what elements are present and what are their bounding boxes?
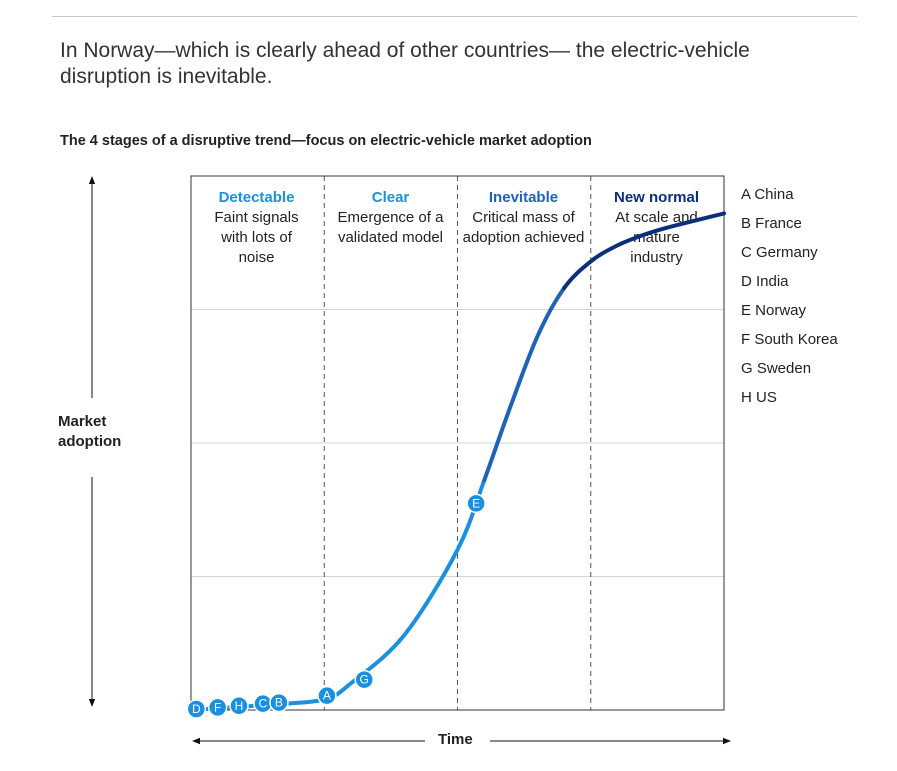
stage-clear: Clear Emergence of a validated model [325,188,456,248]
marker-dot [229,696,249,716]
stage-description: Emergence of a validated model [337,209,444,246]
legend-entry: D India [741,273,789,290]
legend-entry: B France [741,215,802,232]
stage-description: Faint signals with lots of noise [214,209,299,266]
marker-dot [207,697,228,718]
marker-layer: D F H C B A G E [186,493,486,719]
marker-label: C [259,697,268,711]
stage-name: Inevitable [488,189,559,206]
marker-dot [354,669,374,690]
country-marker: D [186,699,207,719]
country-marker: G [354,669,374,690]
y-axis-label: Market adoption [58,413,122,450]
stage-name: Detectable [218,189,295,206]
country-marker: F [207,697,228,718]
legend-entry: C Germany [741,244,818,261]
legend-entry: A China [741,186,794,203]
stage-new-normal: New normal At scale and mature industry [591,188,722,268]
marker-label: A [323,689,331,703]
x-axis-label: Time [438,731,473,748]
legend-entry: E Norway [741,302,807,319]
marker-label: H [235,699,244,713]
legend: A China B France C Germany D India E Nor… [741,180,838,412]
country-marker: B [269,692,289,713]
stage-name: Clear [371,189,410,206]
chart-title: The 4 stages of a disruptive trend—focus… [60,133,592,149]
marker-dot [186,699,207,719]
marker-label: B [275,696,283,710]
stage-dividers [323,176,592,710]
adoption-curve-late [562,211,726,291]
country-marker: C [253,693,273,714]
marker-dot [317,685,337,706]
plot-frame [190,175,725,711]
marker-label: E [472,496,480,510]
adoption-curve-early [189,478,487,712]
legend-entry: F South Korea [741,331,838,348]
stage-name: New normal [613,189,700,206]
country-marker: H [229,696,249,716]
legend-entry: G Sweden [741,360,812,377]
stage-description: Critical mass of adoption achieved [462,209,585,246]
marker-dot [269,692,289,713]
marker-label: F [214,700,221,714]
marker-label: D [192,702,201,716]
stage-inevitable: Inevitable Critical mass of adoption ach… [458,188,589,248]
stage-detectable: Detectable Faint signals with lots of no… [191,188,322,268]
marker-label: G [360,673,369,687]
legend-entry: H US [741,389,777,406]
country-marker: A [317,685,337,706]
adoption-curve-middle [482,286,567,483]
marker-dot [466,493,486,514]
top-rule [52,16,857,17]
country-marker: E [466,493,486,514]
headline: In Norway—which is clearly ahead of othe… [60,39,750,88]
stage-description: At scale and mature industry [615,209,698,266]
